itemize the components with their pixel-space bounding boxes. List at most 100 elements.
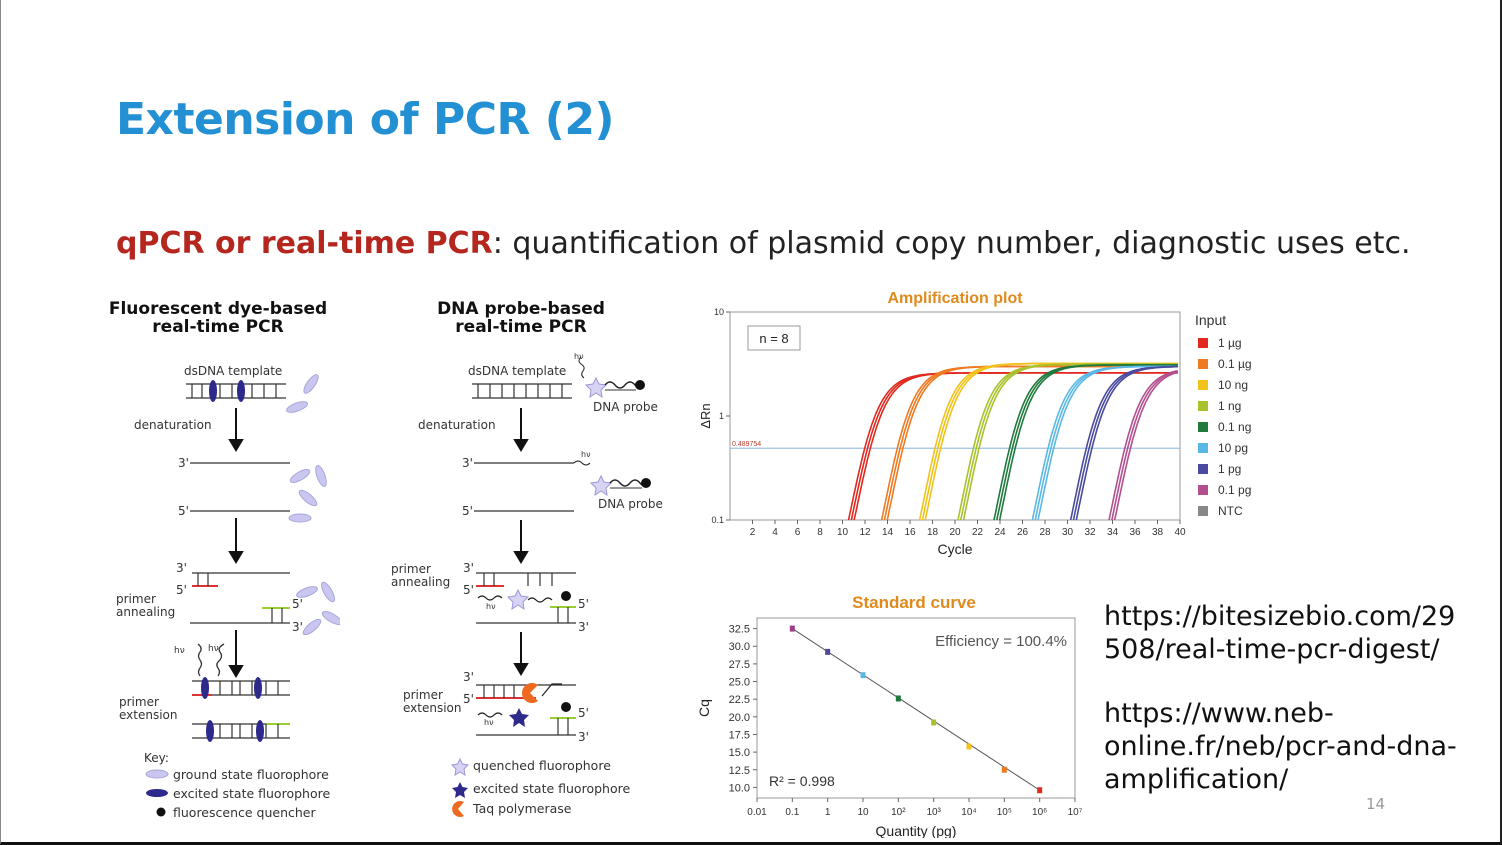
amp-y-tick-label: 10 <box>714 307 724 317</box>
std-y-tick-label: 32.5 <box>729 624 750 636</box>
probe-template-label: dsDNA template <box>468 364 567 378</box>
reference-link-bitesizebio[interactable]: https://bitesizebio.com/29 508/real-time… <box>1104 600 1455 666</box>
amp-legend-label: 1 µg <box>1218 336 1242 350</box>
std-data-point <box>825 648 831 655</box>
amp-x-tick-label: 30 <box>1062 527 1074 538</box>
url2-line2[interactable]: online.fr/neb/pcr-and-dna- <box>1104 731 1457 762</box>
probe-probe-label: DNA probe <box>598 497 663 511</box>
amp-legend-swatch <box>1198 485 1208 495</box>
subtitle-highlight: qPCR or real-time PCR <box>116 226 493 261</box>
std-efficiency-annotation: Efficiency = 100.4% <box>935 633 1067 650</box>
dye-annealing-line2: annealing <box>116 605 176 619</box>
amp-curves <box>847 362 1179 520</box>
std-y-tick-label: 12.5 <box>729 765 750 777</box>
std-y-tick-label: 22.5 <box>729 694 750 706</box>
dye-bound-fluorophore-2 <box>237 380 245 402</box>
probe-end-label: 5' <box>463 583 474 597</box>
dye-end-label: 5' <box>176 583 187 597</box>
dye-arrows <box>228 408 244 678</box>
dye-end-label: 3' <box>178 456 189 470</box>
std-x-tick-label: 10⁴ <box>961 807 976 818</box>
amp-legend-label: 10 ng <box>1218 378 1248 392</box>
amp-legend-swatch <box>1198 464 1208 474</box>
std-data-point <box>1037 787 1043 794</box>
probe-annealing-label: primer annealing <box>391 563 450 589</box>
dye-key-title: Key: <box>144 751 169 765</box>
amp-legend-swatch <box>1198 443 1208 453</box>
amp-x-tick-label: 8 <box>817 527 823 538</box>
std-x-tick-label: 10 <box>857 807 869 818</box>
amp-x-tick-label: 20 <box>949 527 961 538</box>
amp-legend-swatch <box>1198 380 1208 390</box>
dye-extension-line1: primer <box>119 695 159 709</box>
probe-annealing-line2: annealing <box>391 575 451 589</box>
std-y-tick-label: 30.0 <box>729 641 750 653</box>
probe-annealing <box>476 572 576 624</box>
probe-extension-line2: extension <box>403 701 462 715</box>
probe-key-excited: excited state fluorophore <box>473 781 631 796</box>
probe-end-label: 3' <box>463 561 474 575</box>
amp-x-tick-label: 6 <box>795 527 801 538</box>
probe-end-label: 3' <box>463 670 474 684</box>
std-y-tick-label: 25.0 <box>729 677 750 689</box>
probe-diagram <box>450 356 651 817</box>
probe-probe-label: DNA probe <box>593 400 658 414</box>
url1-line1[interactable]: https://bitesizebio.com/29 <box>1104 601 1456 632</box>
probe-extension-line1: primer <box>403 688 443 702</box>
std-x-axis-label: Quantity (pg) <box>876 823 957 838</box>
amp-legend-label: 0.1 pg <box>1218 483 1251 497</box>
probe-key-quenched: quenched fluorophore <box>473 758 611 773</box>
amp-legend-swatch <box>1198 359 1208 369</box>
reference-link-neb[interactable]: https://www.neb- online.fr/neb/pcr-and-d… <box>1104 697 1457 796</box>
dye-diagram <box>145 374 340 817</box>
std-r2-annotation: R² = 0.998 <box>769 773 835 789</box>
amp-x-tick-label: 4 <box>772 527 778 538</box>
dye-extension-line2: extension <box>119 708 178 722</box>
amp-n-annotation: n = 8 <box>759 331 788 346</box>
std-y-tick-label: 20.0 <box>729 712 750 724</box>
amp-curve-5 <box>1037 365 1178 520</box>
probe-hv-label: hν <box>484 718 494 727</box>
amp-legend-label: 0.1 µg <box>1218 357 1252 371</box>
dye-end-label: 3' <box>176 561 187 575</box>
std-x-tick-label: 1 <box>825 807 831 818</box>
dye-end-label: 5' <box>178 504 189 518</box>
amp-x-tick-label: 36 <box>1129 527 1141 538</box>
amp-curve-1 <box>886 365 1178 520</box>
amp-legend-swatch <box>1198 422 1208 432</box>
std-plot-area <box>756 617 1076 799</box>
probe-annealing-line1: primer <box>391 562 431 576</box>
probe-title-line1: DNA probe-based <box>437 299 605 319</box>
std-data-point <box>966 743 972 750</box>
amp-legend-label: NTC <box>1218 504 1243 518</box>
amp-chart-title: Amplification plot <box>887 290 1023 307</box>
url2-line3[interactable]: amplification/ <box>1104 764 1289 795</box>
amp-x-tick-label: 24 <box>994 527 1006 538</box>
amp-curve-6 <box>1075 365 1178 520</box>
amp-x-tick-label: 10 <box>837 527 849 538</box>
amp-y-tick-label: 1 <box>719 411 724 421</box>
std-y-tick-label: 10.0 <box>729 782 750 794</box>
std-x-tick-label: 0.1 <box>785 807 799 818</box>
probe-panel-title: DNA probe-based real-time PCR <box>416 300 626 336</box>
amp-legend-title: Input <box>1195 312 1226 328</box>
probe-extension-label: primer extension <box>403 689 462 715</box>
std-chart-title: Standard curve <box>852 593 976 612</box>
dye-denaturation-label: denaturation <box>134 418 212 432</box>
amp-x-tick-label: 40 <box>1174 527 1186 538</box>
url1-line2[interactable]: 508/real-time-pcr-digest/ <box>1104 634 1440 665</box>
amp-y-tick-label: 0.1 <box>711 515 724 525</box>
dye-title-line2: real-time PCR <box>152 317 284 337</box>
amp-threshold-label: 0.489754 <box>732 441 761 448</box>
amp-legend-swatch <box>1198 401 1208 411</box>
dye-annealing-line1: primer <box>116 592 156 606</box>
amp-x-tick-label: 18 <box>927 527 939 538</box>
dye-free-fluorophores <box>286 374 340 636</box>
url2-line1[interactable]: https://www.neb- <box>1104 698 1334 729</box>
std-x-tick-label: 10⁶ <box>1032 807 1047 818</box>
amp-plot-area <box>729 311 1181 521</box>
probe-end-label: 5' <box>462 504 473 518</box>
dye-key-ground: ground state fluorophore <box>173 767 329 782</box>
